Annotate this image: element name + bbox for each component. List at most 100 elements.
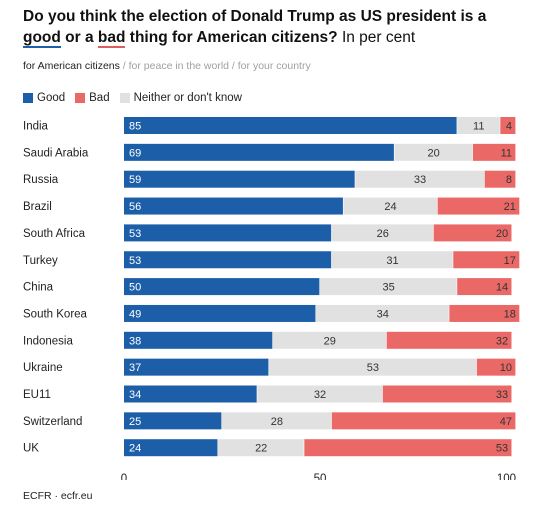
bar-brazil-neither-or-don-t-know bbox=[343, 197, 437, 215]
bar-russia-bad bbox=[484, 170, 516, 188]
legend-item-good: Good bbox=[23, 92, 65, 104]
title-part2: or a bbox=[60, 29, 98, 46]
bar-turkey-bad bbox=[453, 251, 520, 269]
title-good: good bbox=[23, 29, 61, 48]
x-tick-label: 0 bbox=[121, 473, 127, 480]
data-label-china-neither-or-don-t-know: 35 bbox=[382, 282, 394, 294]
bar-switzerland-good bbox=[124, 412, 222, 430]
bar-turkey-good bbox=[124, 251, 332, 269]
data-label-china-good: 50 bbox=[129, 282, 141, 294]
subtitle-tabs: for American citizens / for peace in the… bbox=[23, 60, 311, 72]
legend: Good Bad Neither or don't know bbox=[23, 92, 242, 104]
bar-russia-neither-or-don-t-know bbox=[355, 170, 485, 188]
data-label-switzerland-neither-or-don-t-know: 28 bbox=[271, 416, 283, 428]
data-label-russia-good: 59 bbox=[129, 174, 141, 186]
category-label-russia: Russia bbox=[23, 174, 59, 186]
bar-ukraine-neither-or-don-t-know bbox=[269, 358, 477, 376]
bar-brazil-good bbox=[124, 197, 343, 215]
legend-swatch-good bbox=[23, 93, 33, 103]
data-label-saudi-arabia-neither-or-don-t-know: 20 bbox=[428, 147, 440, 159]
data-label-uk-neither-or-don-t-know: 22 bbox=[255, 443, 267, 455]
x-tick-label: 50 bbox=[314, 473, 327, 480]
data-label-uk-bad: 53 bbox=[496, 443, 508, 455]
x-tick-label: 100 bbox=[497, 473, 516, 480]
data-label-eu11-bad: 33 bbox=[496, 389, 508, 401]
category-label-brazil: Brazil bbox=[23, 201, 52, 213]
data-label-turkey-bad: 17 bbox=[504, 255, 516, 267]
data-label-india-neither-or-don-t-know: 11 bbox=[473, 121, 484, 133]
legend-label-bad: Bad bbox=[89, 92, 110, 104]
bar-india-good bbox=[124, 117, 457, 134]
category-label-saudi-arabia: Saudi Arabia bbox=[23, 147, 89, 159]
bar-indonesia-neither-or-don-t-know bbox=[272, 331, 387, 349]
data-label-indonesia-good: 38 bbox=[129, 335, 141, 347]
legend-item-bad: Bad bbox=[75, 92, 110, 104]
category-label-china: China bbox=[23, 282, 54, 294]
data-label-south-korea-neither-or-don-t-know: 34 bbox=[377, 308, 389, 320]
tab-other-views[interactable]: / for peace in the world / for your coun… bbox=[119, 60, 311, 72]
bar-switzerland-neither-or-don-t-know bbox=[222, 412, 332, 430]
bar-south-korea-good bbox=[124, 304, 316, 322]
category-label-uk: UK bbox=[23, 443, 39, 455]
category-label-south-korea: South Korea bbox=[23, 308, 88, 320]
title-part3: thing for American citizens? bbox=[125, 29, 338, 46]
category-label-indonesia: Indonesia bbox=[23, 335, 73, 347]
legend-swatch-neither bbox=[119, 93, 130, 103]
bar-south-africa-neither-or-don-t-know bbox=[331, 224, 434, 242]
tab-american-citizens[interactable]: for American citizens bbox=[23, 60, 120, 72]
data-label-brazil-good: 56 bbox=[129, 201, 141, 213]
chart-title: Do you think the election of Donald Trum… bbox=[23, 6, 523, 48]
bar-china-good bbox=[124, 278, 320, 296]
bar-south-africa-good bbox=[124, 224, 332, 242]
bar-uk-bad bbox=[304, 439, 512, 457]
legend-label-good: Good bbox=[37, 92, 66, 104]
title-part1: Do you think the election of Donald Trum… bbox=[23, 8, 487, 25]
data-label-south-africa-good: 53 bbox=[129, 228, 141, 240]
data-label-ukraine-good: 37 bbox=[129, 362, 141, 374]
bar-indonesia-bad bbox=[386, 331, 512, 349]
data-label-india-good: 85 bbox=[129, 121, 141, 133]
bar-brazil-bad bbox=[437, 197, 520, 215]
title-bad: bad bbox=[97, 29, 126, 48]
data-label-ukraine-neither-or-don-t-know: 53 bbox=[367, 362, 379, 374]
category-label-ukraine: Ukraine bbox=[23, 362, 63, 374]
bar-south-africa-bad bbox=[433, 224, 512, 242]
bar-south-korea-neither-or-don-t-know bbox=[316, 304, 449, 322]
data-label-ukraine-bad: 10 bbox=[500, 362, 512, 374]
data-label-switzerland-good: 25 bbox=[129, 416, 141, 428]
source-footer: ECFR · ecfr.eu bbox=[23, 490, 93, 502]
bar-china-bad bbox=[457, 278, 512, 296]
legend-item-neither: Neither or don't know bbox=[119, 92, 242, 104]
data-label-south-africa-neither-or-don-t-know: 26 bbox=[377, 228, 389, 240]
data-label-south-korea-bad: 18 bbox=[504, 308, 516, 320]
data-label-south-africa-bad: 20 bbox=[496, 228, 508, 240]
data-label-indonesia-neither-or-don-t-know: 29 bbox=[324, 335, 336, 347]
bar-saudi-arabia-bad bbox=[472, 143, 516, 161]
data-label-saudi-arabia-bad: 11 bbox=[501, 147, 512, 159]
data-label-brazil-neither-or-don-t-know: 24 bbox=[384, 201, 396, 213]
category-label-eu11: EU11 bbox=[23, 389, 51, 401]
data-label-russia-neither-or-don-t-know: 33 bbox=[414, 174, 426, 186]
bar-saudi-arabia-good bbox=[124, 143, 394, 161]
data-label-brazil-bad: 21 bbox=[504, 201, 516, 213]
legend-swatch-bad bbox=[75, 93, 86, 103]
data-label-switzerland-bad: 47 bbox=[500, 416, 512, 428]
bar-india-neither-or-don-t-know bbox=[457, 117, 500, 134]
title-suffix: In per cent bbox=[337, 29, 416, 46]
bar-eu11-good bbox=[124, 385, 257, 403]
legend-label-neither: Neither or don't know bbox=[133, 92, 242, 104]
bar-uk-neither-or-don-t-know bbox=[218, 439, 304, 457]
category-label-india: India bbox=[23, 121, 49, 133]
data-label-russia-bad: 8 bbox=[506, 174, 512, 186]
bar-eu11-bad bbox=[382, 385, 512, 403]
bar-switzerland-bad bbox=[331, 412, 516, 430]
bar-south-korea-bad bbox=[449, 304, 520, 322]
category-label-turkey: Turkey bbox=[23, 255, 58, 267]
bar-eu11-neither-or-don-t-know bbox=[257, 385, 383, 403]
data-label-indonesia-bad: 32 bbox=[496, 335, 508, 347]
bar-ukraine-good bbox=[124, 358, 269, 376]
data-label-south-korea-good: 49 bbox=[129, 308, 141, 320]
bar-ukraine-bad bbox=[476, 358, 516, 376]
bar-chart: India 85 11 4 Saudi Arabia 69 20 11 Russia 59 33 8 B… bbox=[23, 117, 520, 480]
data-label-saudi-arabia-good: 69 bbox=[129, 147, 141, 159]
